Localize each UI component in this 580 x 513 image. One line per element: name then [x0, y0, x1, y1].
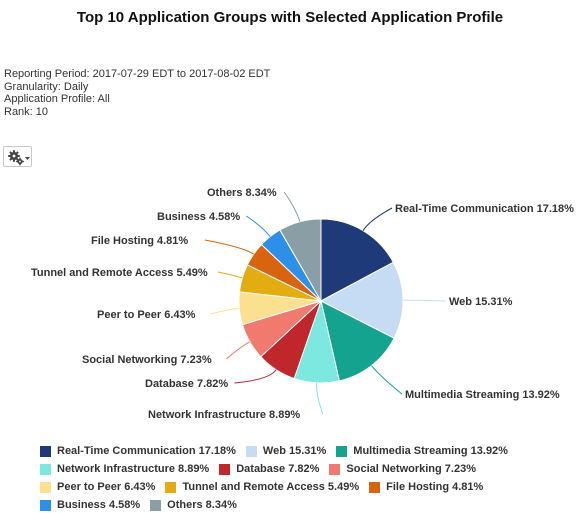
- legend-item[interactable]: Others 8.34%: [150, 497, 237, 513]
- connector-line: [225, 341, 251, 360]
- legend-label: Others 8.34%: [167, 499, 237, 511]
- legend-swatch: [369, 481, 381, 493]
- legend-swatch: [329, 463, 341, 475]
- data-label: Business 4.58%: [157, 211, 240, 223]
- legend-swatch: [40, 463, 51, 475]
- legend-swatch: [245, 445, 257, 457]
- reporting-period: Reporting Period: 2017-07-29 EDT to 2017…: [4, 68, 271, 80]
- legend-label: Business 4.58%: [57, 499, 141, 511]
- legend-item[interactable]: Web 15.31%: [245, 443, 327, 459]
- data-label: Peer to Peer 6.43%: [97, 309, 196, 321]
- data-label: Others 8.34%: [207, 187, 277, 199]
- data-label: Social Networking 7.23%: [82, 354, 212, 366]
- legend-swatch: [336, 445, 348, 457]
- data-label: Real-Time Communication 17.18%: [395, 203, 574, 215]
- legend-label: Tunnel and Remote Access 5.49%: [182, 481, 360, 493]
- legend-swatch: [219, 463, 231, 475]
- legend-item[interactable]: Network Infrastructure 8.89%: [40, 461, 209, 477]
- legend-item[interactable]: Multimedia Streaming 13.92%: [336, 443, 508, 459]
- connector-line: [217, 271, 243, 279]
- connector-line: [246, 215, 271, 237]
- data-label: Web 15.31%: [449, 296, 513, 308]
- connector-line: [371, 365, 403, 395]
- legend-item[interactable]: Social Networking 7.23%: [329, 461, 476, 477]
- legend-label: Peer to Peer 6.43%: [57, 481, 156, 493]
- legend-swatch: [40, 445, 51, 457]
- data-label: Multimedia Streaming 13.92%: [405, 389, 560, 401]
- data-label: File Hosting 4.81%: [91, 235, 188, 247]
- legend-item[interactable]: Business 4.58%: [40, 497, 140, 513]
- connector-line: [283, 191, 301, 222]
- legend-swatch: [150, 499, 162, 511]
- connector-line: [362, 207, 393, 231]
- gears-icon: [8, 150, 30, 166]
- connector-line: [234, 369, 277, 384]
- legend-label: File Hosting 4.81%: [386, 481, 484, 493]
- chart-legend: Real-Time Communication 17.18% Web 15.31%…: [40, 443, 580, 513]
- chart-title: Top 10 Application Groups with Selected …: [76, 9, 504, 26]
- caret-down-icon: [25, 157, 30, 160]
- legend-label: Network Infrastructure 8.89%: [57, 463, 210, 475]
- pie-slice-web[interactable]: [319, 261, 404, 339]
- legend-label: Database 7.82%: [236, 463, 320, 475]
- legend-label: Real-Time Communication 17.18%: [57, 445, 236, 457]
- legend-swatch: [165, 481, 177, 493]
- legend-item[interactable]: Real-Time Communication 17.18%: [40, 443, 236, 459]
- legend-label: Multimedia Streaming 13.92%: [353, 445, 508, 457]
- connector-line: [402, 299, 447, 302]
- data-label: Network Infrastructure 8.89%: [148, 409, 300, 421]
- connector-line: [316, 382, 324, 415]
- legend-label: Web 15.31%: [262, 445, 327, 457]
- data-label: Tunnel and Remote Access 5.49%: [31, 267, 208, 279]
- data-label: Database 7.82%: [145, 378, 228, 390]
- legend-label: Social Networking 7.23%: [346, 463, 476, 475]
- connector-line: [210, 307, 240, 315]
- pie-chart: Real-Time Communication 17.18% Web 15.31%…: [31, 187, 574, 421]
- legend-item[interactable]: File Hosting 4.81%: [369, 479, 483, 495]
- legend-item[interactable]: Tunnel and Remote Access 5.49%: [165, 479, 359, 495]
- application-profile: Application Profile: All: [4, 93, 110, 105]
- legend-swatch: [40, 481, 51, 493]
- chart-settings-button[interactable]: [3, 146, 32, 167]
- connector-line: [204, 239, 254, 255]
- legend-swatch: [40, 499, 51, 511]
- granularity: Granularity: Daily: [4, 80, 89, 93]
- legend-item[interactable]: Database 7.82%: [219, 461, 319, 477]
- legend-item[interactable]: Peer to Peer 6.43%: [40, 479, 155, 495]
- report-details: Reporting Period: 2017-07-29 EDT to 2017…: [4, 68, 270, 118]
- rank: Rank: 10: [4, 105, 49, 118]
